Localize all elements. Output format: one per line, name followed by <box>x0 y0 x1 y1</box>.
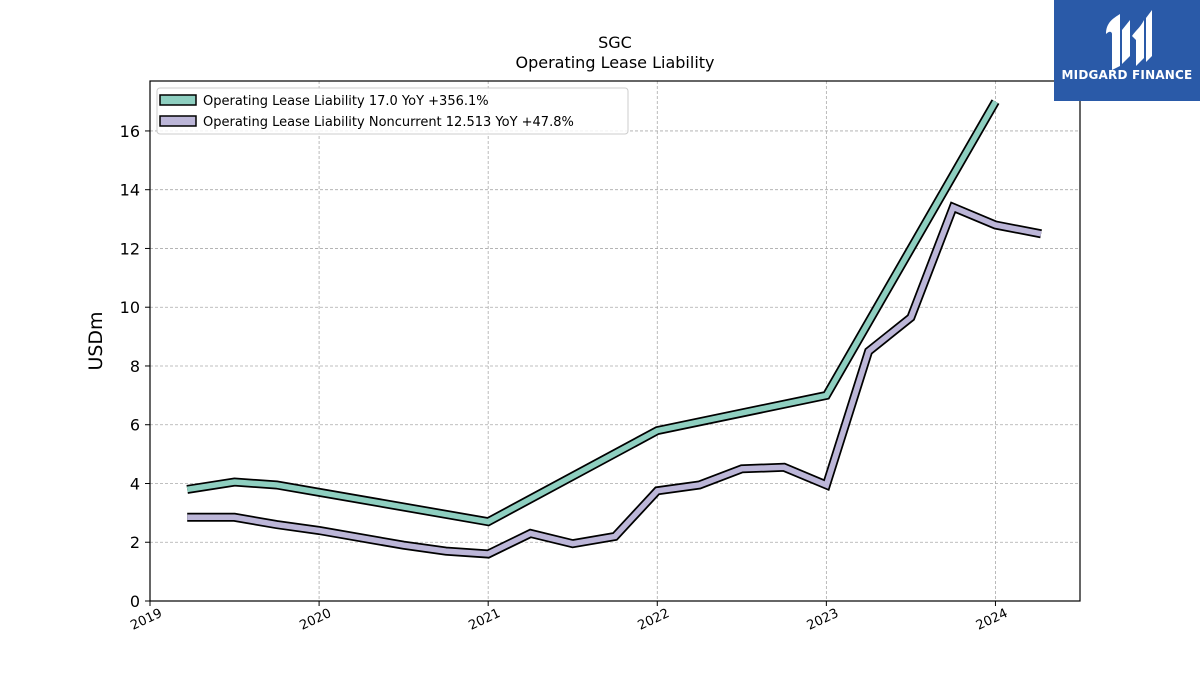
plot-frame <box>149 80 1081 602</box>
logo-text: MIDGARD FINANCE <box>1061 68 1193 82</box>
x-tick-label: 2024 <box>974 606 1010 634</box>
y-tick-label: 4 <box>130 474 140 493</box>
y-tick-label: 0 <box>130 592 140 611</box>
chart-title: SGC <box>598 33 632 52</box>
y-tick-label: 12 <box>120 239 140 258</box>
logo-mark-icon <box>1106 10 1152 70</box>
y-tick-label: 14 <box>120 181 140 200</box>
y-tick-label: 10 <box>120 298 140 317</box>
legend-label: Operating Lease Liability 17.0 YoY +356.… <box>203 94 489 109</box>
series-line-outline <box>187 201 1042 559</box>
legend-label: Operating Lease Liability Noncurrent 12.… <box>203 115 574 130</box>
legend-swatch <box>159 115 197 127</box>
legend: Operating Lease Liability 17.0 YoY +356.… <box>156 87 629 135</box>
x-tick-label: 2022 <box>636 606 672 634</box>
series-lines <box>186 99 1042 559</box>
y-tick-label: 8 <box>130 357 140 376</box>
x-tick-label: 2020 <box>297 606 333 634</box>
brand-logo: MIDGARD FINANCE <box>1054 0 1200 101</box>
y-tick-label: 6 <box>130 416 140 435</box>
legend-frame <box>156 87 629 135</box>
y-axis-label: USDm <box>85 311 107 370</box>
grid <box>150 81 1080 601</box>
y-tick-label: 16 <box>120 122 140 141</box>
series-line <box>186 100 998 525</box>
y-tick-label: 2 <box>130 533 140 552</box>
series-line <box>187 203 1042 557</box>
x-tick-label: 2021 <box>467 606 503 634</box>
legend-swatch <box>159 94 197 106</box>
x-tick-label: 2023 <box>805 606 841 634</box>
chart-subtitle: Operating Lease Liability <box>515 53 714 72</box>
